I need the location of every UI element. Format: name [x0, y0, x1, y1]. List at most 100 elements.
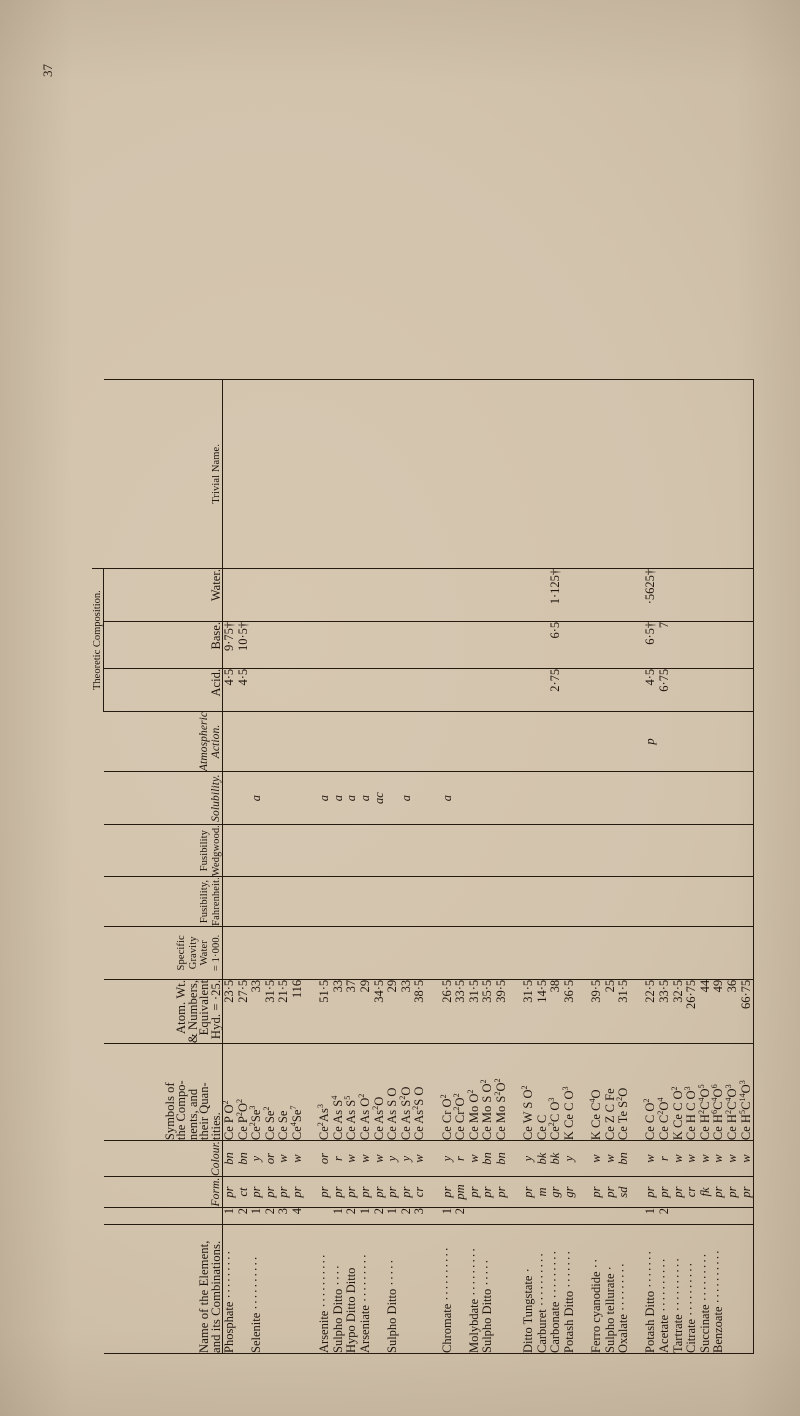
- col-header-name-label: Name of the Element, and its Combinations…: [197, 1240, 223, 1353]
- cell-sg: [725, 926, 740, 980]
- cell-sg: [494, 926, 509, 980]
- cell-trivial: [494, 379, 509, 569]
- cell-atm: [698, 711, 713, 772]
- cell-atm: [331, 711, 346, 772]
- cell-fus_w: [413, 824, 427, 877]
- cell-fus_w: [345, 824, 359, 877]
- cell-num: [671, 1207, 686, 1225]
- cell-form: [304, 1176, 319, 1208]
- cell-acid: [413, 668, 427, 712]
- cell-fus_f: [399, 876, 414, 927]
- cell-form: pr: [276, 1176, 291, 1208]
- cell-acid: [399, 668, 414, 712]
- cell-form: cr: [412, 1176, 427, 1208]
- cell-sol: [494, 771, 509, 825]
- cell-trivial: [576, 379, 591, 569]
- cell-water: [467, 568, 482, 622]
- cell-fus_f: [576, 876, 591, 927]
- cell-form: pr: [603, 1176, 618, 1208]
- cell-base: [739, 621, 754, 669]
- cell-sg: [399, 926, 414, 980]
- cell-name: Sulpho tellurate ·: [603, 1224, 618, 1354]
- cell-name: [494, 1224, 509, 1354]
- cell-atm: [413, 711, 427, 772]
- cell-atm: p: [643, 711, 658, 772]
- cell-fus_f: [318, 876, 332, 927]
- cell-fus_w: [290, 824, 305, 877]
- cell-atm: [712, 711, 726, 772]
- cell-name: Selenite ··········: [249, 1224, 264, 1354]
- cell-num: [549, 1207, 563, 1225]
- cell-fus_w: [535, 824, 550, 877]
- cell-num: 2: [399, 1207, 414, 1225]
- cell-form: pr: [399, 1176, 414, 1208]
- cell-atm: [630, 711, 645, 772]
- cell-fus_w: [685, 824, 699, 877]
- cell-equiv: 27·5: [236, 979, 251, 1044]
- cell-base: [290, 621, 305, 669]
- cell-colour: bk: [535, 1140, 550, 1177]
- cell-sg: [345, 926, 359, 980]
- cell-num: 4: [290, 1207, 305, 1225]
- cell-colour: y: [399, 1140, 414, 1177]
- cell-name: [725, 1224, 740, 1354]
- cell-trivial: [426, 379, 441, 569]
- cell-water: [481, 568, 495, 622]
- table-row: 3 pr w Ce Se 21·5: [276, 379, 291, 1354]
- cell-water: [590, 568, 604, 622]
- cell-sol: [290, 771, 305, 825]
- cell-fus_f: [386, 876, 400, 927]
- cell-trivial: [358, 379, 373, 569]
- cell-base: [331, 621, 346, 669]
- cell-equiv: 31·5: [467, 979, 482, 1044]
- table-row: pr w Ce H5C14O3 66·75: [737, 379, 754, 1354]
- cell-num: 2: [453, 1207, 468, 1225]
- cell-fus_f: [467, 876, 482, 927]
- cell-equiv: 31·5: [263, 979, 278, 1044]
- cell-num: 1: [643, 1207, 658, 1225]
- cell-water: [494, 568, 509, 622]
- cell-sol: [508, 771, 523, 825]
- cell-form: pr: [739, 1176, 754, 1208]
- col-header-base-label: Base.: [208, 621, 223, 650]
- table-row: Sulpho tellurate · pr w Ce Z C Fe 25: [603, 379, 618, 1354]
- cell-water: [712, 568, 726, 622]
- cell-water: [318, 568, 332, 622]
- cell-colour: y: [440, 1140, 455, 1177]
- col-header-fusibility-wedgwood-label: Fusibility Wedgwood.: [199, 825, 222, 877]
- cell-fus_f: [440, 876, 455, 927]
- cell-acid: 4·5: [236, 668, 251, 712]
- cell-trivial: [222, 379, 237, 569]
- col-header-acid-label: Acid.: [208, 668, 223, 697]
- cell-colour: w: [725, 1140, 740, 1177]
- cell-sol: a: [399, 771, 414, 825]
- cell-fus_w: [508, 824, 523, 877]
- cell-atm: [426, 711, 441, 772]
- cell-sol: [426, 771, 441, 825]
- cell-name: Sulpho Ditto ·····: [385, 1224, 400, 1354]
- cell-water: [562, 568, 577, 622]
- leader-dots: ··········: [249, 1254, 264, 1310]
- cell-equiv: 36·5: [562, 979, 577, 1044]
- cell-equiv: 22·5: [643, 979, 658, 1044]
- cell-atm: [358, 711, 373, 772]
- cell-base: [250, 621, 264, 669]
- cell-acid: [590, 668, 604, 712]
- cell-num: [725, 1207, 740, 1225]
- cell-sg: [372, 926, 387, 980]
- table-row: Hypo Ditto Ditto 2 pr w Ce As S5 37 a: [343, 379, 359, 1354]
- cell-fus_f: [263, 876, 278, 927]
- cell-sg: [440, 926, 455, 980]
- cell-atm: [467, 711, 482, 772]
- cell-symbols: Ce2Se3: [248, 1043, 264, 1141]
- cell-symbols: Ce Se2: [262, 1043, 278, 1141]
- cell-fus_f: [549, 876, 563, 927]
- col-header-equivalent: Atom. Wt. & Numbers, Equivalent Hyd. = ·25.: [103, 979, 223, 1044]
- cell-name: Succinate ·········: [698, 1224, 713, 1354]
- cell-sol: [549, 771, 563, 825]
- col-header-form-label: Form.: [209, 1177, 222, 1207]
- cell-form: pr: [494, 1176, 509, 1208]
- col-header-specific-gravity: Specific Gravity Water = 1·000.: [103, 926, 223, 980]
- cell-sol: [277, 771, 291, 825]
- cell-water: [522, 568, 536, 622]
